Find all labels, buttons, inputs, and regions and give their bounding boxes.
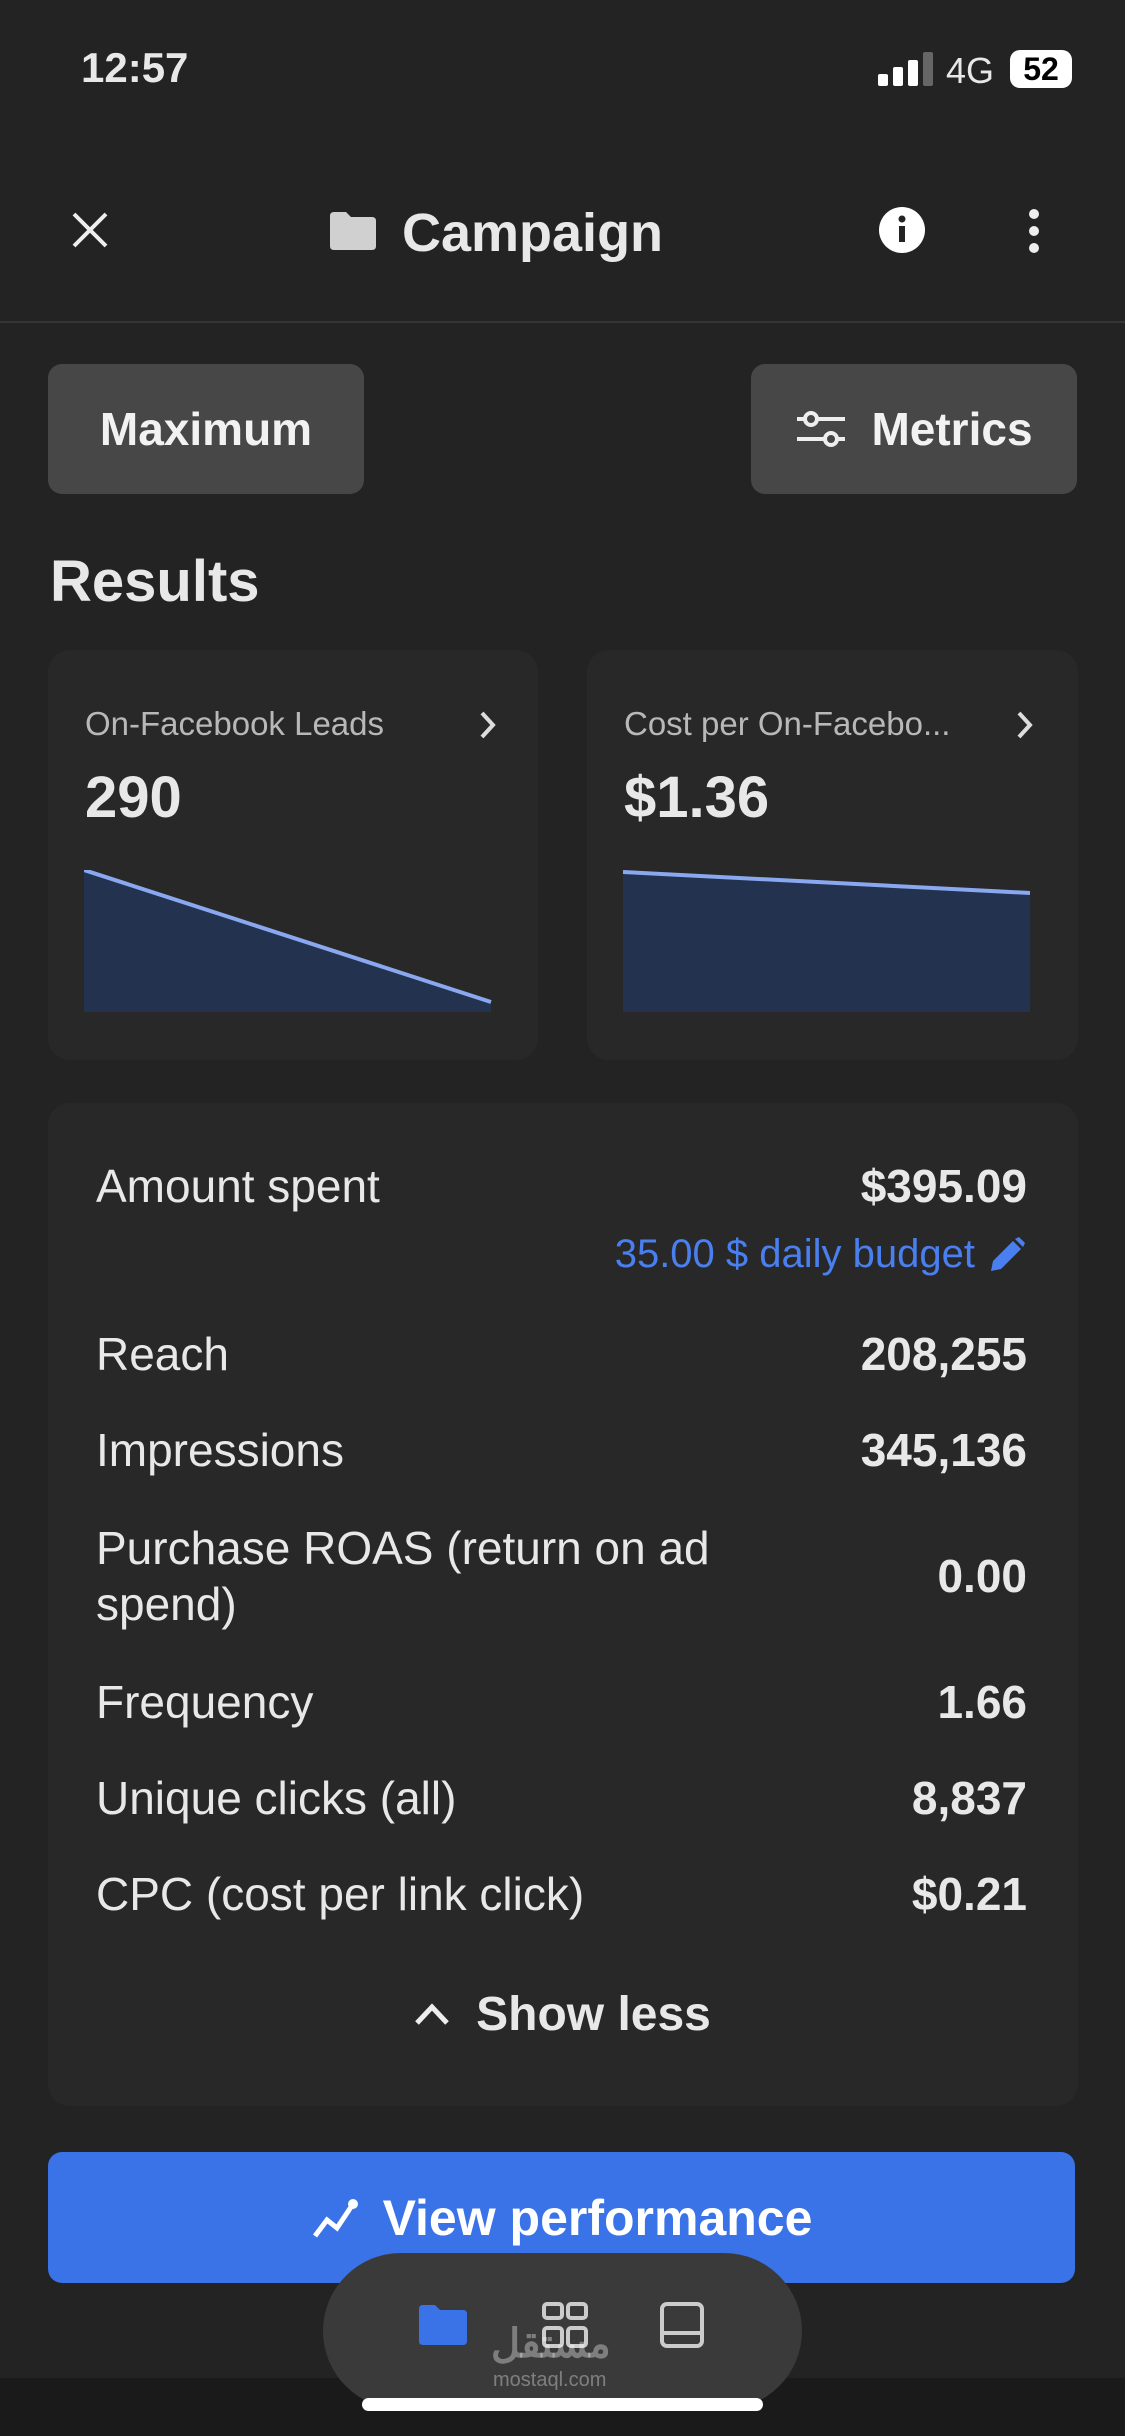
chevron-up: [415, 2003, 449, 2025]
card-label: Cost per On-Facebo...: [624, 705, 951, 742]
metric-row: Purchase ROAS (return on ad spend) 0.00: [96, 1518, 1027, 1634]
metric-value: $395.09: [860, 1160, 1027, 1212]
budget-label: 35.00 $ daily budget: [614, 1232, 975, 1276]
chevron: [480, 711, 496, 739]
metric-value: $0.21: [911, 1868, 1027, 1920]
home-indicator: [362, 2398, 763, 2411]
tab-bar: مستقل mostaql.com: [323, 2253, 802, 2409]
date-range-button[interactable]: Maximum: [48, 364, 364, 494]
tab-ads[interactable]: [659, 2301, 705, 2349]
metric-label: Amount spent: [96, 1160, 380, 1212]
metrics-button[interactable]: Metrics: [751, 364, 1077, 494]
sparkline: [623, 870, 1031, 1012]
metric-row: Unique clicks (all) 8,837: [96, 1770, 1027, 1826]
metric-row: Reach 208,255: [96, 1326, 1027, 1382]
view-performance-label: View performance: [382, 2189, 813, 2246]
metric-row: CPC (cost per link click) $0.21: [96, 1866, 1027, 1922]
sparkline: [84, 870, 492, 1012]
results-heading: Results: [50, 549, 260, 614]
metric-card[interactable]: Cost per On-Facebo... $1.36: [587, 650, 1078, 1060]
metric-label: Impressions: [96, 1424, 344, 1476]
info-button[interactable]: [878, 206, 926, 254]
watermark: mostaql.com: [493, 2369, 607, 2391]
folder-icon: [330, 212, 376, 250]
metric-card[interactable]: On-Facebook Leads 290: [48, 650, 538, 1060]
more-button[interactable]: [1026, 208, 1042, 254]
metrics-label: Metrics: [871, 403, 1033, 455]
metric-row: Impressions 345,136: [96, 1422, 1027, 1478]
metric-label: Frequency: [96, 1676, 314, 1728]
filter-icon: [797, 411, 846, 447]
metric-value: 1.66: [937, 1676, 1027, 1728]
battery: 52: [1010, 50, 1072, 88]
header-title: Campaign: [402, 203, 664, 263]
edit-icon: [991, 1236, 1025, 1271]
metric-label: CPC (cost per link click): [96, 1868, 585, 1920]
signal-icon: [878, 52, 933, 86]
metric-label: Unique clicks (all): [96, 1772, 457, 1824]
chevron: [1017, 711, 1033, 739]
card-label: On-Facebook Leads: [85, 705, 385, 742]
show-less-button[interactable]: Show less: [0, 1984, 1125, 2044]
metric-label: Purchase ROAS (return on ad spend): [96, 1522, 710, 1630]
show-less-label: Show less: [476, 1987, 711, 2041]
trend-icon: [312, 2198, 358, 2237]
metric-value: 345,136: [860, 1424, 1027, 1476]
metric-value: 0.00: [937, 1550, 1027, 1602]
budget-link[interactable]: 35.00 $ daily budget: [615, 1232, 1027, 1277]
tab-grid[interactable]: [541, 2301, 589, 2349]
status-time: 12:57: [81, 44, 189, 91]
metric-value: 208,255: [860, 1328, 1027, 1380]
card-value: 290: [85, 765, 182, 830]
metric-row: Frequency 1.66: [96, 1674, 1027, 1730]
close-button[interactable]: [70, 210, 110, 250]
metrics-card: [48, 1103, 1078, 2106]
metric-label: Reach: [96, 1328, 229, 1380]
metric-value: 8,837: [911, 1772, 1027, 1824]
watermark: مستقل: [491, 2322, 611, 2366]
network-label: 4G: [946, 50, 995, 91]
card-value: $1.36: [624, 765, 770, 830]
metric-row: Amount spent $395.09: [96, 1158, 1027, 1214]
divider: [0, 321, 1125, 323]
tab-campaigns[interactable]: [417, 2303, 469, 2347]
